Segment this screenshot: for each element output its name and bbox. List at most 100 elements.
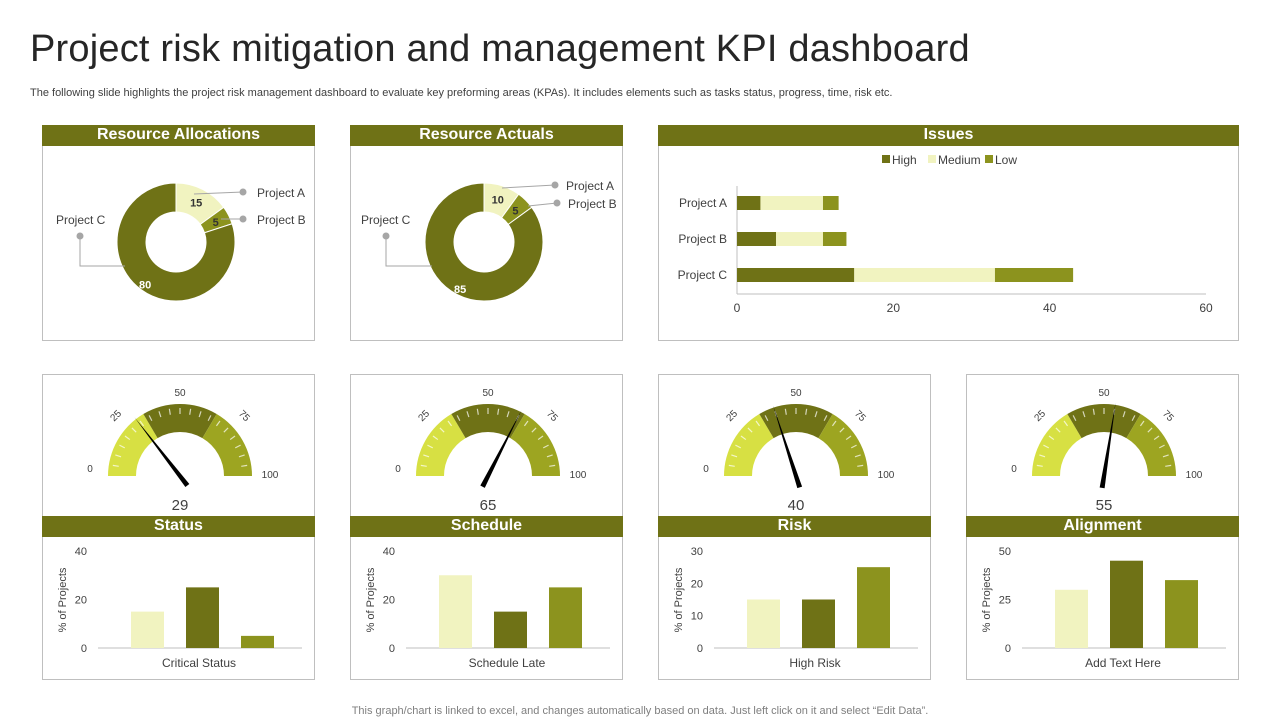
status-gauge-minor-tick-65 [207, 415, 212, 422]
alignment-gauge-minor-tick-20 [1048, 435, 1055, 441]
risk-gauge-minor-tick-90 [854, 454, 861, 458]
status-gauge-minor-tick-95 [241, 464, 248, 467]
status-gauge-minor-tick-45 [168, 408, 171, 415]
issues-legend-label-medium: Medium [938, 153, 981, 167]
schedule-gauge-minor-tick-35 [456, 415, 461, 422]
schedule-gauge-tick-label-4: 100 [570, 470, 587, 481]
risk-gauge-tick-label-1: 25 [724, 408, 740, 424]
alignment-gauge-minor-tick-45 [1092, 408, 1095, 415]
risk-gauge-minor-tick-5 [728, 464, 735, 467]
risk-bars-y-tick-2: 20 [691, 578, 703, 590]
issues-bar-project-c-low [994, 268, 1074, 282]
resource-actuals-value-label-0: 10 [492, 195, 504, 207]
schedule-bars-x-label: Schedule Late [469, 656, 546, 670]
risk-gauge-minor-tick-20 [740, 435, 747, 441]
issues-category-label-0: Project A [679, 196, 727, 210]
schedule-bars-y-tick-2: 40 [383, 546, 395, 558]
resource-actuals-category-label-2: Project C [361, 213, 411, 227]
risk-gauge-band-1 [759, 403, 833, 439]
risk-gauge-band-0 [724, 414, 774, 476]
risk-gauge-band-2 [818, 414, 868, 476]
status-gauge-value: 29 [172, 497, 189, 514]
schedule-gauge-minor-tick-90 [546, 454, 553, 458]
schedule-gauge-minor-tick-10 [423, 454, 430, 458]
resource-allocations-value-label-2: 80 [139, 279, 151, 291]
risk-bars-y-tick-0: 0 [697, 643, 703, 655]
resource-allocations-value-label-1: 5 [213, 217, 219, 229]
schedule-gauge-value: 65 [480, 497, 497, 514]
risk-bars-y-label: % of Projects [673, 567, 685, 632]
risk-gauge-minor-tick-65 [823, 415, 828, 422]
schedule-title: Schedule [350, 516, 623, 537]
status-gauge-band-2 [202, 414, 252, 476]
page-subtitle: The following slide highlights the proje… [30, 87, 893, 99]
risk-gauge-minor-tick-85 [850, 444, 857, 449]
status-gauge-minor-tick-20 [124, 435, 131, 441]
schedule-gauge-needle [480, 410, 522, 488]
resource-actuals-category-label-0: Project A [566, 179, 614, 193]
alignment-gauge-minor-tick-70 [1139, 420, 1145, 427]
schedule-bars-y-tick-0: 0 [389, 643, 395, 655]
alignment-gauge-minor-tick-60 [1122, 411, 1126, 418]
resource-allocations-value-label-0: 15 [190, 197, 202, 209]
issues-category-label-1: Project B [678, 232, 727, 246]
schedule-bars-y-label: % of Projects [365, 567, 377, 632]
status-bars-x-label: Critical Status [162, 656, 236, 670]
risk-gauge-minor-tick-35 [764, 415, 769, 422]
risk-gauge-minor-tick-80 [845, 435, 852, 441]
status-gauge-minor-tick-55 [189, 408, 192, 415]
risk-gauge-minor-tick-60 [814, 411, 818, 418]
alignment-bars-bar-0 [1055, 589, 1088, 648]
alignment-bars-bar-1 [1110, 560, 1143, 648]
schedule-gauge-minor-tick-75 [531, 427, 537, 433]
resource-actuals-slice-2 [424, 182, 544, 302]
risk-gauge-minor-tick-25 [747, 427, 753, 433]
issues-bar-project-a-low [822, 196, 839, 210]
issues-legend-swatch-low [985, 155, 993, 163]
status-title: Status [42, 516, 315, 537]
risk-gauge-tick-label-4: 100 [878, 470, 895, 481]
schedule-gauge-minor-tick-60 [506, 411, 510, 418]
issues-bar-project-c-high [737, 268, 855, 282]
resource-allocations-panel [42, 125, 315, 341]
resource-actuals-leader-0 [501, 184, 556, 189]
status-bars-y-tick-2: 40 [75, 546, 87, 558]
alignment-gauge-minor-tick-30 [1063, 420, 1069, 427]
schedule-bars-bar-0 [439, 575, 472, 648]
issues-bar-project-a-medium [760, 196, 823, 210]
risk-gauge-minor-tick-70 [831, 420, 837, 427]
schedule-bars-y-tick-1: 20 [383, 595, 395, 607]
schedule-gauge-tick-label-0: 0 [395, 464, 401, 475]
risk-gauge-minor-tick-30 [755, 420, 761, 427]
alignment-bars-y-tick-2: 50 [999, 546, 1011, 558]
alignment-gauge-minor-tick-5 [1036, 464, 1043, 467]
resource-allocations-slice-2 [116, 182, 236, 302]
resource-actuals-value-label-1: 5 [512, 206, 518, 218]
issues-bar-project-c-medium [854, 268, 995, 282]
schedule-gauge-minor-tick-55 [497, 408, 500, 415]
issues-x-tick-1: 20 [887, 301, 901, 315]
resource-actuals-leader-1 [527, 202, 558, 207]
alignment-gauge-needle [1099, 402, 1116, 489]
status-bars-bar-1 [186, 587, 219, 648]
issues-x-tick-3: 60 [1199, 301, 1213, 315]
risk-gauge-tick-label-3: 75 [852, 408, 868, 424]
status-gauge-minor-tick-35 [148, 415, 153, 422]
risk-gauge-minor-tick-10 [731, 454, 738, 458]
alignment-gauge-tick-label-4: 100 [1186, 470, 1203, 481]
alignment-gauge-tick-label-3: 75 [1160, 408, 1176, 424]
alignment-bars-x-label: Add Text Here [1085, 656, 1161, 670]
schedule-gauge-tick-label-2: 50 [482, 388, 494, 399]
alignment-gauge-minor-tick-15 [1043, 444, 1050, 449]
alignment-gauge-minor-tick-40 [1082, 411, 1086, 418]
status-gauge-minor-tick-75 [223, 427, 229, 433]
status-gauge-minor-tick-30 [139, 420, 145, 427]
risk-gauge-tick-label-2: 50 [790, 388, 802, 399]
status-gauge-minor-tick-25 [131, 427, 137, 433]
issues-category-label-2: Project C [678, 268, 728, 282]
alignment-gauge-tick-label-0: 0 [1011, 464, 1017, 475]
footer-note: This graph/chart is linked to excel, and… [351, 705, 929, 717]
resource-actuals-leader-2 [385, 236, 432, 267]
status-gauge-minor-tick-60 [198, 411, 202, 418]
